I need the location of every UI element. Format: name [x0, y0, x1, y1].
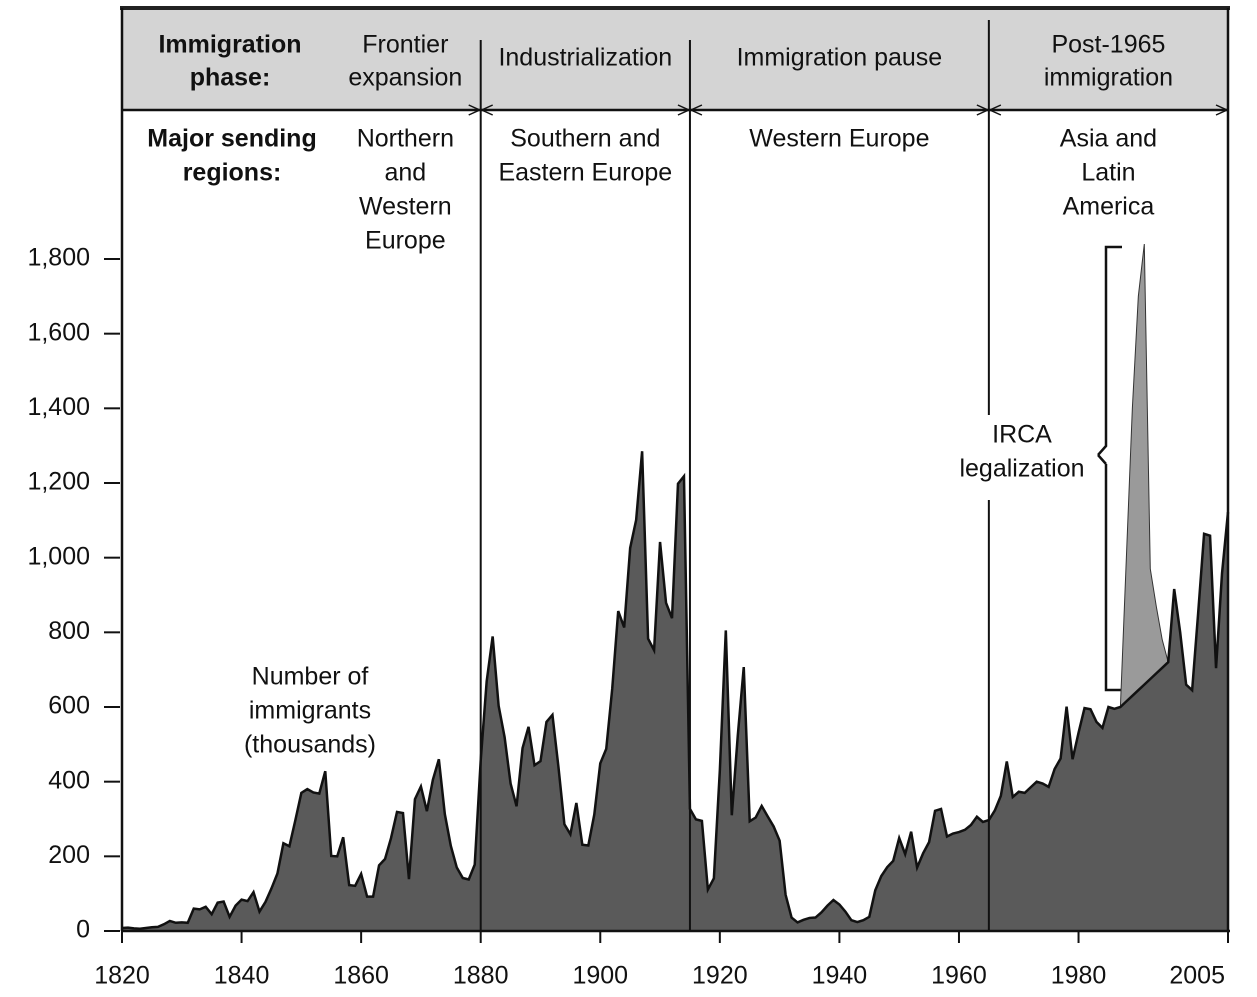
x-tick-label: 1860 — [333, 962, 389, 990]
y-tick-label: 400 — [48, 766, 90, 794]
header-band — [122, 8, 1228, 110]
x-tick-label: 2005 — [1169, 962, 1225, 990]
region-heading: regions: — [183, 159, 282, 187]
phase-label: Industrialization — [498, 44, 672, 72]
phase-heading: phase: — [190, 64, 271, 92]
y-tick-label: 1,000 — [27, 542, 90, 570]
immigrants-line — [121, 451, 1230, 931]
x-tick-label: 1940 — [812, 962, 868, 990]
region-label: Eastern Europe — [498, 159, 672, 187]
x-tick-label: 1840 — [214, 962, 270, 990]
y-tick-label: 1,400 — [27, 393, 90, 421]
x-tick-label: 1960 — [931, 962, 987, 990]
region-label: Western — [359, 193, 452, 221]
arrow-head — [468, 104, 494, 116]
region-label: Latin — [1081, 159, 1135, 187]
region-label: and — [384, 159, 426, 187]
y-tick-label: 200 — [48, 841, 90, 869]
region-label: Southern and — [510, 125, 660, 153]
series-annotation: (thousands) — [244, 731, 376, 759]
y-tick-label: 1,800 — [27, 244, 90, 272]
immigrants-area — [122, 451, 1228, 931]
x-tick-label: 1920 — [692, 962, 748, 990]
region-label: Asia and — [1060, 125, 1157, 153]
region-label: America — [1063, 193, 1155, 221]
y-tick-label: 0 — [76, 916, 90, 944]
x-tick-label: 1900 — [572, 962, 628, 990]
x-tick-label: 1980 — [1051, 962, 1107, 990]
phase-heading: Immigration — [158, 31, 301, 59]
series-annotation: immigrants — [249, 697, 371, 725]
phase-label: Post-1965 — [1051, 31, 1165, 59]
region-heading: Major sending — [147, 125, 316, 153]
irca-annotation: legalization — [959, 455, 1084, 483]
phase-label: Frontier — [362, 31, 448, 59]
arrow-head — [677, 104, 703, 116]
phase-label: Immigration pause — [737, 44, 943, 72]
label-gap — [984, 415, 993, 500]
arrow-head — [976, 104, 1002, 116]
x-tick-label: 1820 — [94, 962, 150, 990]
irca-annotation: IRCA — [992, 421, 1052, 449]
phase-label: immigration — [1044, 64, 1173, 92]
y-tick-label: 800 — [48, 617, 90, 645]
phase-label: expansion — [348, 64, 462, 92]
y-tick-label: 1,200 — [27, 468, 90, 496]
region-label: Europe — [365, 227, 446, 255]
y-tick-label: 1,600 — [27, 318, 90, 346]
region-label: Western Europe — [749, 125, 929, 153]
x-tick-label: 1880 — [453, 962, 509, 990]
region-label: Northern — [357, 125, 454, 153]
y-tick-label: 600 — [48, 692, 90, 720]
series-annotation: Number of — [252, 663, 369, 691]
irca-bracket — [1097, 245, 1122, 692]
irca-area — [1119, 244, 1169, 709]
